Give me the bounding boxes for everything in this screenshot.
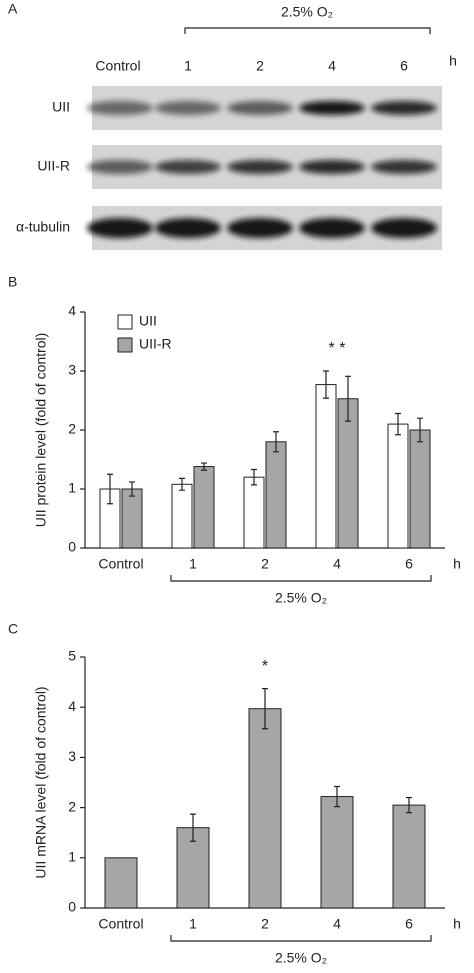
x-tick-label: 2	[261, 916, 269, 932]
band	[299, 218, 365, 238]
x-tick-label: 4	[333, 916, 341, 932]
y-tick-label: 4	[68, 303, 76, 319]
panel-label: C	[8, 621, 18, 637]
y-axis-label: UII mRNA level (fold of control)	[33, 686, 49, 878]
x-tick-label: 4	[333, 556, 341, 572]
panel-label: B	[8, 274, 17, 290]
band	[87, 160, 153, 174]
bar	[171, 483, 193, 549]
x-tick-label: 6	[405, 556, 413, 572]
band	[155, 218, 221, 238]
bar	[392, 804, 426, 909]
band	[227, 218, 293, 238]
y-tick-label: 3	[68, 748, 76, 764]
y-tick-label: 5	[68, 648, 76, 664]
row-label: UII	[52, 99, 70, 115]
error-bar	[190, 813, 196, 842]
bar	[193, 466, 215, 549]
y-tick-label: 3	[68, 362, 76, 378]
bracket-label: 2.5% O₂	[281, 4, 333, 20]
x-tick-label: 1	[189, 556, 197, 572]
lane-label: 2	[256, 58, 264, 74]
unit-label: h	[453, 916, 461, 932]
x-tick-label: 1	[189, 916, 197, 932]
error-bar	[129, 481, 135, 497]
y-tick-label: 0	[68, 539, 76, 555]
band	[155, 101, 221, 115]
error-bar	[179, 477, 185, 491]
y-tick-label: 2	[68, 798, 76, 814]
error-bar	[406, 796, 412, 814]
legend-swatch	[117, 314, 133, 330]
row-label: UII-R	[37, 158, 70, 174]
error-bar	[107, 473, 113, 505]
lane-label: 4	[328, 58, 336, 74]
band	[227, 101, 293, 115]
unit-label: h	[453, 556, 461, 572]
annotation: * *	[329, 340, 346, 357]
band	[371, 160, 437, 174]
bracket-label: 2.5% O₂	[275, 950, 327, 966]
y-tick-label: 0	[68, 899, 76, 915]
bracket	[170, 575, 432, 582]
bar	[320, 796, 354, 909]
error-bar	[273, 431, 279, 453]
lane-label: 1	[184, 58, 192, 74]
error-bar	[262, 688, 268, 730]
x-tick-label: Control	[98, 916, 143, 932]
y-tick-label: 4	[68, 698, 76, 714]
bar	[409, 429, 431, 549]
bracket-label: 2.5% O₂	[275, 590, 327, 606]
error-bar	[417, 417, 423, 443]
bar	[248, 708, 282, 909]
panel-label: A	[8, 1, 18, 17]
error-bar	[323, 370, 329, 399]
band	[299, 101, 365, 115]
x-tick-label: Control	[98, 556, 143, 572]
bar	[121, 488, 143, 549]
band	[371, 101, 437, 115]
bracket	[184, 27, 431, 34]
legend-label: UII	[139, 313, 157, 329]
lane-label: 6	[400, 58, 408, 74]
legend-label: UII-R	[139, 336, 172, 352]
band	[87, 101, 153, 115]
bar	[315, 384, 337, 549]
unit-label: h	[449, 53, 457, 69]
error-bar	[345, 375, 351, 422]
band	[299, 160, 365, 174]
error-bar	[251, 468, 257, 486]
y-axis-label: UII protein level (fold of control)	[33, 333, 49, 528]
bar	[265, 441, 287, 549]
error-bar	[395, 412, 401, 436]
error-bar	[334, 785, 340, 808]
bar	[243, 476, 265, 549]
annotation: *	[262, 658, 268, 675]
band	[155, 160, 221, 174]
error-bar	[201, 462, 207, 471]
legend-swatch	[117, 337, 133, 353]
row-label: α-tubulin	[16, 219, 70, 235]
band	[227, 160, 293, 174]
lane-label: Control	[95, 58, 140, 74]
y-tick-label: 2	[68, 421, 76, 437]
x-tick-label: 6	[405, 916, 413, 932]
bar	[104, 857, 138, 909]
band	[371, 218, 437, 238]
x-tick-label: 2	[261, 556, 269, 572]
y-tick-label: 1	[68, 849, 76, 865]
band	[87, 218, 153, 238]
bar	[387, 423, 409, 549]
y-tick-label: 1	[68, 480, 76, 496]
bracket	[170, 935, 432, 942]
